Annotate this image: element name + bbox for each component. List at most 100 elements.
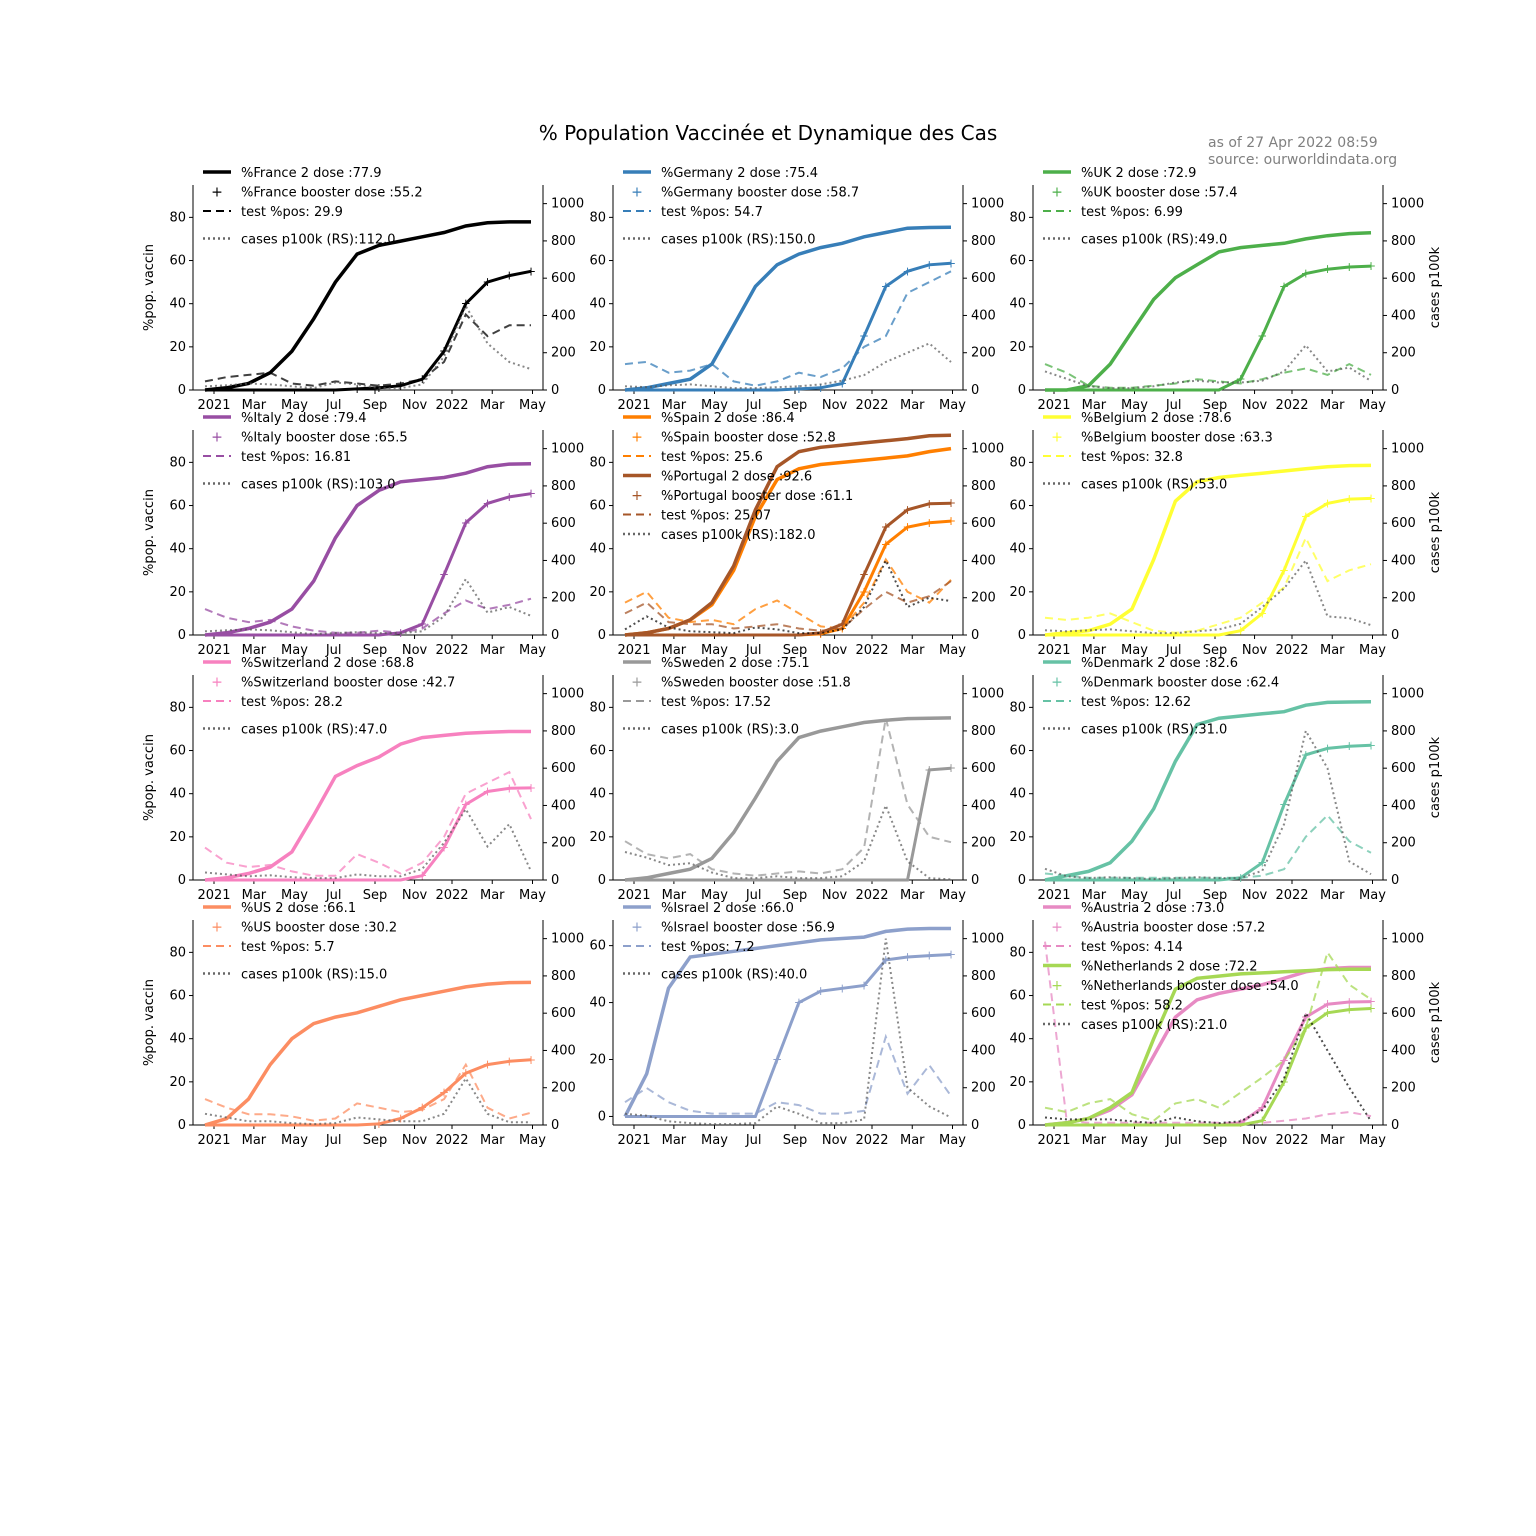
y-tick-label: 40 [169, 297, 186, 312]
test-pos-line [624, 270, 952, 387]
x-tick-label: 2022 [435, 643, 468, 658]
booster-marker: + [859, 978, 869, 992]
x-tick-label: May [1359, 398, 1386, 413]
y-tick-label: 60 [589, 939, 606, 954]
x-tick-label: May [939, 398, 966, 413]
booster-marker: + [1257, 856, 1267, 870]
booster-marker: + [946, 496, 956, 510]
y-right-tick-label: 0 [1391, 628, 1399, 643]
booster-marker: + [1257, 329, 1267, 343]
booster-marker: + [1301, 509, 1311, 523]
y-tick-label: 20 [1009, 340, 1026, 355]
legend: %Italy 2 dose :79.4 + %Italy booster dose … [203, 411, 408, 493]
y-tick-label: 80 [1009, 945, 1026, 960]
test-pos-line [624, 557, 952, 630]
x-tick-label: Nov [822, 643, 848, 658]
booster-marker: + [461, 516, 471, 530]
y-right-tick-label: 1000 [971, 197, 1004, 212]
legend-label: %Switzerland 2 dose :68.8 [241, 656, 414, 671]
legend-label: cases p100k (RS):49.0 [1081, 233, 1227, 248]
booster-marker: + [903, 520, 913, 534]
booster-marker: + [946, 514, 956, 528]
legend-label: %Austria booster dose :57.2 [1081, 921, 1265, 936]
y-right-tick-label: 0 [971, 383, 979, 398]
y-right-tick-label: 1000 [1391, 687, 1424, 702]
legend-label: %France 2 dose :77.9 [241, 166, 382, 181]
legend-label: test %pos: 25.07 [661, 509, 771, 524]
dose2-line [624, 225, 952, 392]
x-tick-label: Mar [480, 1133, 505, 1148]
legend-label: test %pos: 4.14 [1081, 940, 1183, 955]
y-right-tick-label: 400 [971, 308, 996, 323]
x-tick-label: Jul [325, 1133, 342, 1148]
y-right-tick-label: 1000 [1391, 442, 1424, 457]
booster-marker: + [859, 568, 869, 582]
y-right-tick-label: 200 [971, 836, 996, 851]
booster-marker: + [374, 1117, 384, 1131]
booster-marker: + [794, 382, 804, 396]
x-tick-label: Jul [745, 888, 762, 903]
booster-marker: + [1279, 563, 1289, 577]
y-tick-label: 40 [589, 787, 606, 802]
y-tick-label: 60 [169, 744, 186, 759]
test-pos-line [624, 717, 952, 877]
booster-marker: + [1323, 741, 1333, 755]
test-pos-line [204, 312, 531, 387]
y-right-axis-label: cases p100k [1428, 736, 1443, 818]
y-tick-label: 60 [169, 499, 186, 514]
y-right-tick-label: 200 [551, 1081, 576, 1096]
legend: %Israel 2 dose :66.0 + %Israel booster dos… [623, 901, 835, 983]
y-right-tick-label: 400 [1391, 553, 1416, 568]
x-tick-label: May [281, 1133, 308, 1148]
x-tick-label: May [701, 643, 728, 658]
test-pos-line [1044, 362, 1372, 389]
x-tick-label: Mar [1320, 888, 1345, 903]
booster-marker: + [1301, 1010, 1311, 1024]
y-tick-label: 0 [1018, 628, 1026, 643]
x-tick-label: Mar [242, 398, 267, 413]
legend-label: %Israel booster dose :56.9 [661, 921, 835, 936]
legend-label: %Sweden 2 dose :75.1 [661, 656, 810, 671]
dose2-line [1044, 463, 1372, 637]
x-tick-label: Nov [822, 398, 848, 413]
booster-marker: + [1257, 1114, 1267, 1128]
booster-line [1045, 264, 1372, 392]
x-tick-label: Nov [1242, 888, 1268, 903]
x-tick-label: May [281, 643, 308, 658]
legend-label: cases p100k (RS):40.0 [661, 968, 807, 983]
legend-label: %Austria 2 dose :73.0 [1081, 901, 1224, 916]
x-tick-label: Mar [662, 643, 687, 658]
legend-label: %Sweden booster dose :51.8 [661, 676, 851, 691]
y-tick-label: 60 [589, 499, 606, 514]
legend-label: test %pos: 29.9 [241, 205, 343, 220]
y-right-tick-label: 200 [1391, 1081, 1416, 1096]
booster-marker: + [1323, 1006, 1333, 1020]
legend-label: %Portugal 2 dose :92.6 [661, 470, 812, 485]
x-tick-label: 2021 [197, 1133, 230, 1148]
booster-marker: + [794, 996, 804, 1010]
booster-marker: + [417, 617, 427, 631]
booster-line [205, 1058, 532, 1127]
x-tick-label: May [701, 398, 728, 413]
x-tick-label: 2022 [435, 888, 468, 903]
x-tick-label: 2022 [1275, 888, 1308, 903]
x-tick-label: Mar [662, 398, 687, 413]
y-tick-label: 20 [169, 830, 186, 845]
cases-line [624, 938, 952, 1126]
x-tick-label: Mar [900, 643, 925, 658]
y-tick-label: 40 [1009, 542, 1026, 557]
x-tick-label: 2021 [617, 888, 650, 903]
x-tick-label: Mar [900, 1133, 925, 1148]
x-tick-label: Mar [242, 888, 267, 903]
legend-booster-marker: + [631, 488, 643, 504]
figure-title: % Population Vaccinée et Dynamique des C… [539, 121, 998, 145]
x-tick-label: Mar [900, 398, 925, 413]
booster-line [205, 492, 532, 637]
x-tick-label: May [939, 888, 966, 903]
legend-booster-marker: + [1051, 185, 1063, 201]
y-tick-label: 20 [1009, 1075, 1026, 1090]
